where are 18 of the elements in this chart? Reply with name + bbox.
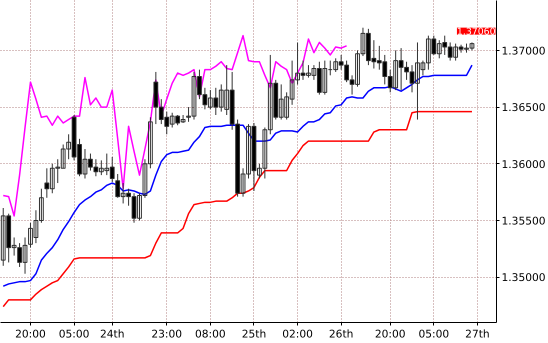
y-tick-label: 1.35000: [502, 271, 546, 284]
line-series: [2, 110, 473, 308]
x-tick-label: 05:00: [418, 328, 450, 340]
x-tick-label: 26th: [328, 328, 354, 340]
x-tick-label: 05:00: [58, 328, 90, 340]
x-tick-label: 20:00: [374, 328, 406, 340]
y-tick-label: 1.36500: [502, 101, 546, 114]
x-tick-label: 25th: [242, 328, 266, 340]
line-series: [2, 34, 348, 217]
x-tick-label: 08:00: [194, 328, 226, 340]
y-tick-label: 1.37000: [502, 44, 546, 58]
x-tick-label: 02:00: [282, 328, 314, 340]
x-tick-label: 27th: [465, 328, 490, 340]
y-tick-label: 1.36000: [502, 158, 546, 171]
x-tick-label: 20:00: [15, 328, 46, 340]
y-tick-label: 1.35500: [502, 214, 546, 228]
x-tick-label: 23:00: [151, 328, 182, 340]
x-tick-label: 24th: [100, 328, 124, 340]
